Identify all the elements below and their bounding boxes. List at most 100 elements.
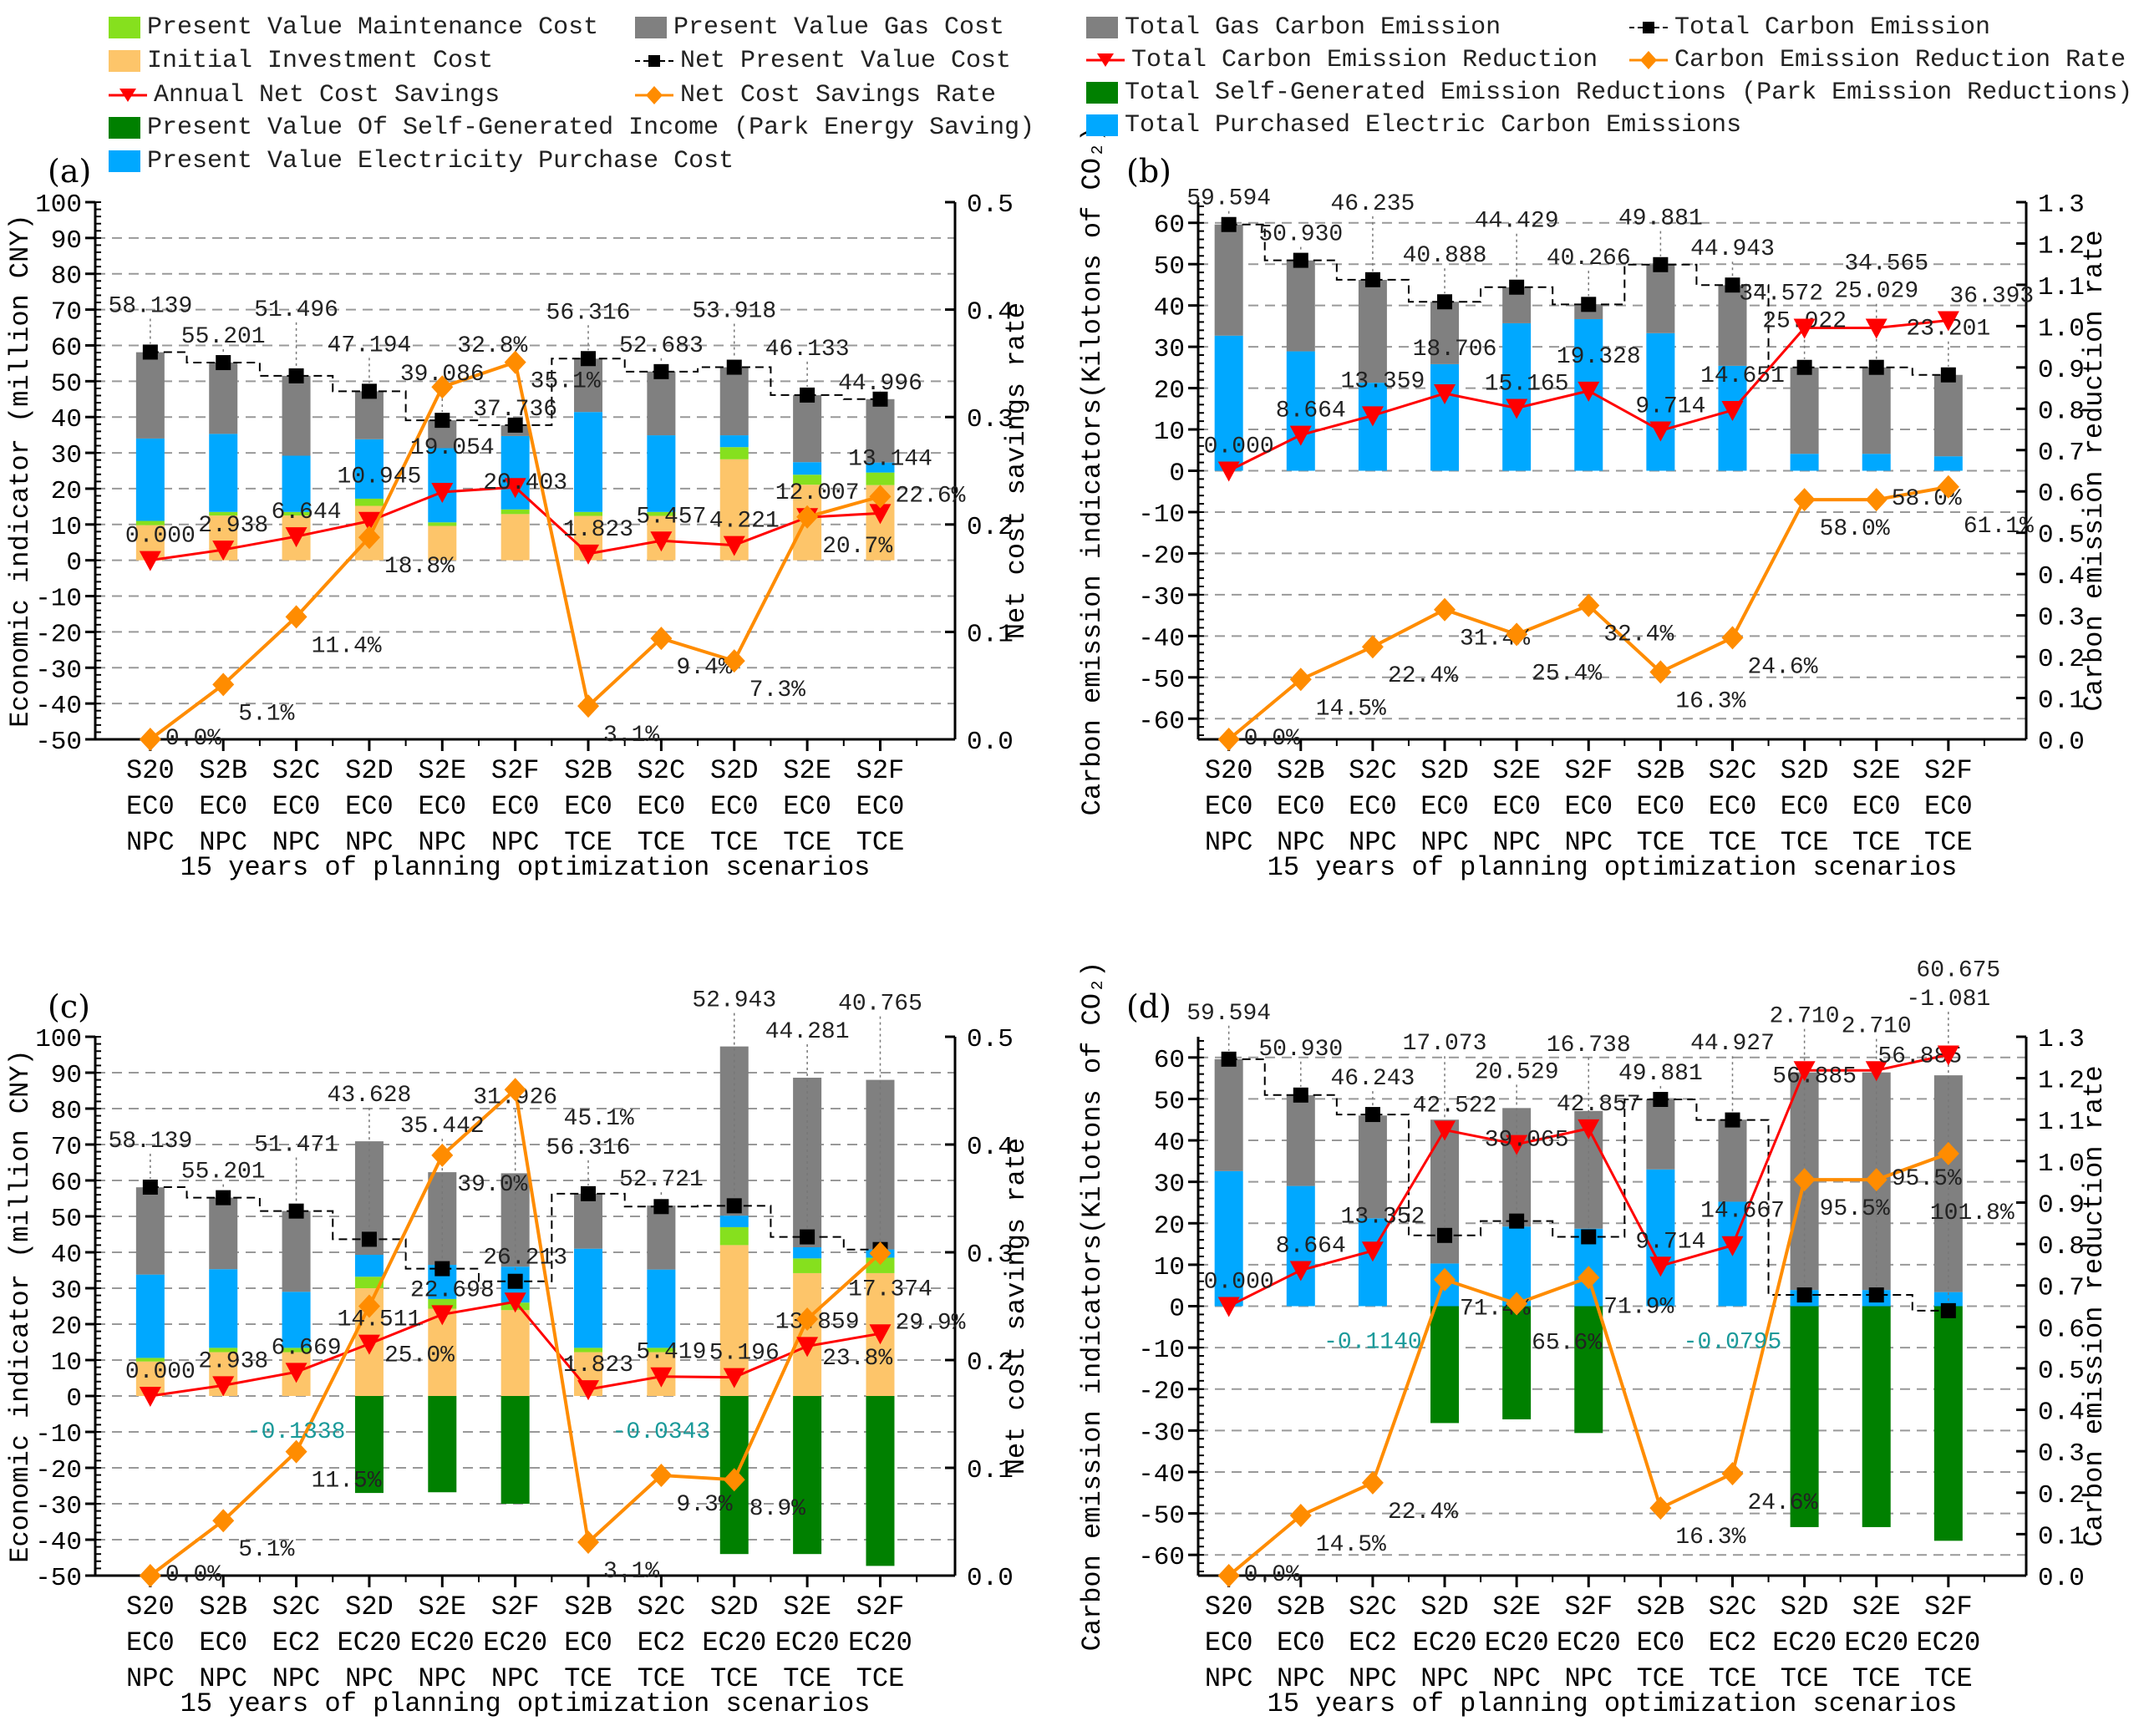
total-marker — [361, 1231, 377, 1247]
x-tick-label: EC0 — [199, 791, 247, 822]
savings-value-label: 8.664 — [1276, 1234, 1346, 1260]
y-tick-label: -30 — [1138, 583, 1185, 612]
y-tick-label: -40 — [35, 1528, 82, 1557]
bar-segment — [135, 438, 165, 521]
y-tick-label: 30 — [1154, 335, 1185, 364]
y-tick-label: 30 — [51, 1277, 82, 1306]
y-tick-label: 50 — [1154, 252, 1185, 282]
bar-segment — [1718, 285, 1747, 366]
y-tick-label: 10 — [51, 513, 82, 542]
rate-marker — [796, 1307, 819, 1331]
bar-segment — [428, 1298, 457, 1309]
x-tick-label: TCE — [564, 1663, 612, 1694]
x-tick-label: S2F — [1564, 755, 1613, 786]
y-tick-label: 90 — [51, 226, 82, 256]
savings-marker — [139, 1387, 161, 1407]
x-tick-label: EC20 — [1485, 1627, 1549, 1658]
total-marker — [653, 363, 669, 379]
rate-marker — [1434, 597, 1456, 622]
x-tick-label: NPC — [491, 827, 540, 858]
legend-label: Present Value Maintenance Cost — [147, 13, 599, 42]
bar-segment — [135, 1187, 165, 1275]
x-tick-label: EC20 — [483, 1627, 547, 1658]
bar-segment — [1430, 363, 1460, 471]
total-marker — [1725, 1112, 1740, 1128]
x-tick-label: S2B — [564, 755, 612, 786]
legend-swatch-icon — [109, 50, 140, 72]
rate-marker — [723, 649, 745, 673]
legend-item: Present Value Gas Cost — [635, 13, 1004, 43]
legend-item: Present Value Maintenance Cost — [109, 13, 598, 43]
y-tick-label: 60 — [51, 1169, 82, 1198]
x-tick-label: S2F — [1564, 1591, 1613, 1622]
total-value-label: 52.721 — [619, 1167, 704, 1193]
bar-segment — [354, 391, 384, 439]
savings-marker — [723, 536, 745, 556]
x-tick-label: S2C — [272, 1591, 321, 1622]
legend-label: Total Carbon Emission Reduction — [1131, 46, 1598, 74]
x-tick-label: TCE — [710, 827, 759, 858]
savings-marker — [431, 1305, 454, 1326]
rate-marker — [212, 1509, 235, 1533]
rate-marker — [650, 1464, 673, 1488]
legend-item: Present Value Of Self-Generated Income (… — [109, 113, 1034, 143]
savings-marker — [1865, 318, 1888, 339]
total-value-label: 58.139 — [108, 1129, 192, 1155]
bar-segment — [1790, 367, 1819, 454]
bar-segment — [354, 1277, 384, 1288]
rate-value-label: 5.1% — [238, 701, 294, 727]
rate-marker — [1578, 1266, 1600, 1290]
total-marker — [142, 1180, 158, 1195]
x-tick-label: TCE — [783, 827, 831, 858]
x-tick-label: NPC — [1564, 827, 1613, 858]
rate-value-label: 9.4% — [676, 655, 732, 681]
y-tick-label: 0 — [66, 1384, 82, 1414]
x-tick-label: TCE — [1637, 1663, 1685, 1694]
x-tick-label: EC0 — [564, 1627, 612, 1658]
y-tick-label: -10 — [35, 585, 82, 614]
bar-segment — [1646, 332, 1675, 471]
x-tick-label: TCE — [1852, 1663, 1901, 1694]
rate-value-label: 16.3% — [1675, 688, 1745, 714]
y-tick-label: -30 — [35, 656, 82, 685]
x-tick-label: EC20 — [1557, 1627, 1621, 1658]
total-marker — [1293, 1087, 1308, 1103]
x-tick-label: EC0 — [345, 791, 394, 822]
rate-value-label: 14.5% — [1316, 1532, 1386, 1558]
savings-marker — [504, 1292, 526, 1313]
bar-segment — [647, 435, 676, 512]
x-tick-label: S2C — [272, 755, 321, 786]
bar-segment — [719, 367, 749, 436]
savings-value-label: 42.857 — [1557, 1092, 1641, 1118]
savings-value-label: 6.669 — [272, 1335, 342, 1361]
total-value-label: 53.918 — [692, 299, 776, 325]
y2-tick-label: 0.9 — [2038, 356, 2085, 385]
total-marker — [1221, 216, 1237, 232]
y-tick-label: 10 — [51, 1348, 82, 1378]
legend-swatch-icon — [109, 17, 140, 38]
savings-marker — [1217, 1297, 1240, 1317]
dash-square-icon — [1629, 17, 1668, 38]
y2-tick-label: 0.0 — [967, 728, 1014, 757]
bar-segment — [647, 1206, 676, 1270]
legend-item: Total Carbon Emission — [1629, 13, 1990, 43]
bar-segment — [500, 1310, 530, 1396]
rate-marker — [139, 1564, 161, 1587]
x-tick-label: EC0 — [1852, 791, 1901, 822]
bar-segment — [1286, 1094, 1315, 1186]
x-tick-label: NPC — [1420, 1663, 1469, 1694]
bar-segment — [1646, 264, 1675, 333]
bar-segment — [647, 1348, 676, 1353]
bar-segment — [866, 462, 895, 473]
y-tick-label: 50 — [51, 369, 82, 398]
y-tick-label: 40 — [1154, 1129, 1185, 1158]
total-value-label: 52.683 — [619, 333, 704, 359]
y-tick-label: 20 — [1154, 1211, 1185, 1241]
rate-value-label: 16.3% — [1675, 1525, 1745, 1551]
rate-value-label: 22.6% — [895, 483, 965, 509]
rate-value-label: 24.6% — [1747, 654, 1817, 680]
total-value-label: 25.029 — [1834, 279, 1918, 305]
bar-segment — [282, 1292, 311, 1348]
bar-segment — [209, 363, 238, 434]
y-tick-label: -40 — [35, 692, 82, 721]
